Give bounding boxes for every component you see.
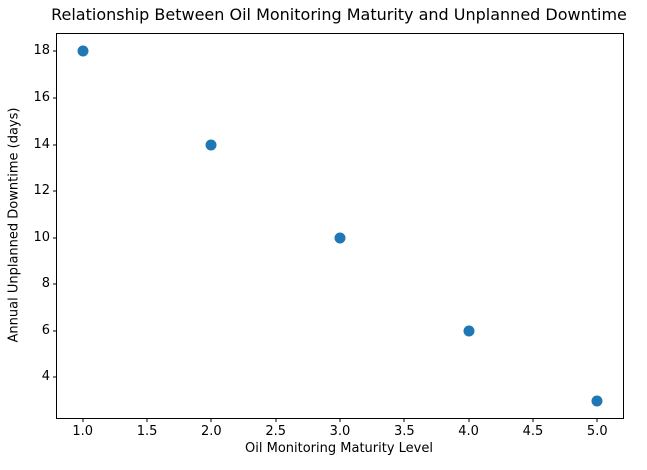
y-tick-label: 14 [33,136,50,152]
x-tick-label: 3.5 [393,424,415,439]
y-tick [53,237,57,239]
x-tick-label: 2.5 [265,424,287,439]
y-tick-label: 16 [33,90,50,106]
x-tick-label: 2.0 [201,424,222,439]
x-tick [82,418,84,422]
y-tick [53,190,57,192]
x-tick [596,418,598,422]
y-tick-label: 12 [33,183,50,199]
x-tick [403,418,405,422]
y-axis-label: Annual Unplanned Downtime (days) [6,107,22,343]
y-tick-label: 10 [33,229,50,245]
y-tick-label: 4 [41,369,50,385]
y-tick-label: 8 [41,276,50,292]
data-point [205,139,217,151]
plot-area: 1.0 1.5 2.0 2.5 3.0 3.5 4.0 4.5 5.0 4 6 8 10 12 14 16 18 [33,33,624,439]
y-tick [53,330,57,332]
y-tick [53,97,57,99]
x-tick-label: 4.5 [522,424,544,439]
y-tick [53,283,57,285]
x-tick-label: 4.0 [458,424,479,439]
x-tick-label: 1.5 [136,424,158,439]
y-tick-label: 18 [33,43,50,59]
y-tick [53,50,57,52]
chart-title: Relationship Between Oil Monitoring Matu… [51,5,627,24]
x-tick [146,418,148,422]
x-axis-label: Oil Monitoring Maturity Level [245,441,433,456]
x-tick [339,418,341,422]
x-tick [210,418,212,422]
x-tick [532,418,534,422]
x-tick [275,418,277,422]
x-tick [468,418,470,422]
y-tick [53,376,57,378]
x-tick-label: 3.0 [329,424,351,439]
data-point [591,395,603,407]
y-tick [53,144,57,146]
x-tick-label: 5.0 [586,424,608,439]
data-point [334,232,346,244]
data-point [463,325,475,337]
y-tick-label: 6 [41,322,50,338]
x-tick-label: 1.0 [72,424,94,439]
data-point [77,45,89,57]
